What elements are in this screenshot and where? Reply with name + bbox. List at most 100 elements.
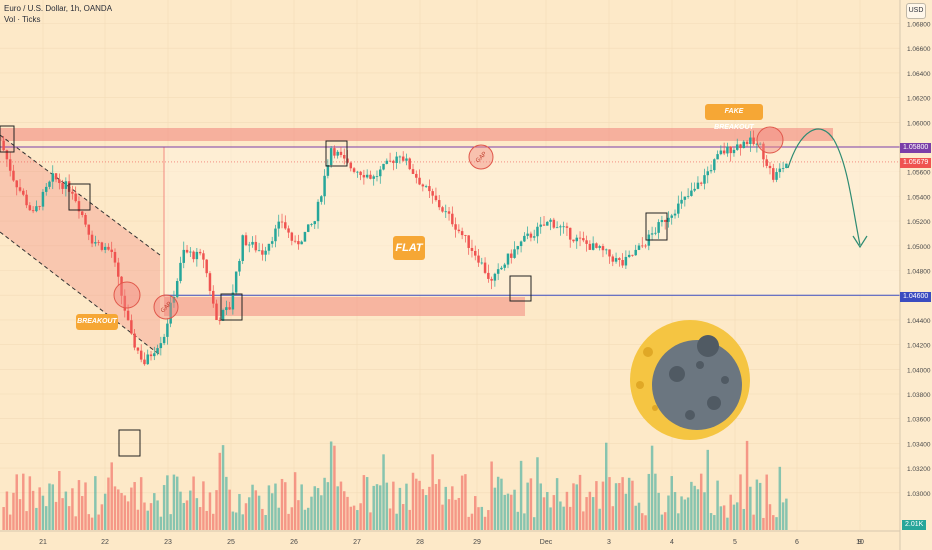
candle-body [624, 256, 628, 266]
candle-body [559, 226, 562, 228]
candle-body [755, 143, 759, 145]
candle-body [38, 206, 41, 207]
candle-body [503, 264, 506, 268]
volume-bar [382, 454, 385, 530]
gap-circle [153, 294, 179, 320]
candle-body [555, 227, 559, 229]
volume-bar [444, 486, 447, 530]
candle-body [22, 190, 25, 195]
price-tick-label: 1.04000 [907, 367, 931, 374]
candle-body [464, 235, 467, 236]
candle-body [267, 243, 271, 251]
volume-bar [454, 499, 457, 530]
moon-crater [721, 376, 729, 384]
candle-body [231, 292, 235, 310]
volume-bar [772, 515, 775, 530]
volume-bar [333, 445, 336, 530]
candle-body [644, 245, 647, 247]
candle-body [447, 211, 451, 214]
volume-bar [146, 510, 149, 530]
candle-body [536, 226, 539, 237]
volume-bar [559, 501, 562, 530]
volume-bar [212, 513, 215, 530]
volume-bar [552, 495, 556, 530]
volume-bar [500, 478, 503, 530]
candle-body [781, 168, 785, 169]
volume-bar [408, 509, 411, 530]
candle-body [382, 163, 385, 170]
volume-bar [28, 476, 32, 530]
candle-body [41, 191, 45, 207]
time-tick-label: 4 [670, 539, 674, 546]
candle-body [467, 235, 470, 248]
price-tick-label: 1.05000 [907, 244, 931, 251]
highlight-box [645, 212, 668, 241]
candle-body [362, 175, 366, 178]
volume-bar [641, 513, 644, 530]
candle-body [107, 246, 110, 250]
candle-body [169, 302, 172, 324]
volume-bar [437, 479, 441, 530]
volume-indicator-title[interactable]: Vol · Ticks [4, 15, 41, 24]
volume-bar [241, 514, 244, 530]
candle-body [172, 296, 176, 303]
candle-body [483, 262, 487, 273]
volume-bar [254, 490, 258, 530]
time-tick-label: Dec [540, 539, 553, 546]
volume-bar [385, 482, 389, 530]
volume-bar [781, 502, 785, 530]
candle-body [401, 156, 405, 161]
volume-bar [329, 441, 333, 530]
volume-bar [293, 472, 297, 530]
candle-body [303, 231, 307, 242]
candle-body [5, 150, 9, 160]
volume-bar [41, 495, 45, 530]
volume-bar [536, 457, 539, 530]
candle-body [526, 233, 529, 236]
volume-bar [195, 498, 199, 530]
candle-body [12, 170, 15, 181]
volume-bar [81, 496, 84, 530]
volume-bar [22, 473, 25, 530]
volume-bar [375, 484, 379, 530]
volume-bar [58, 470, 61, 530]
volume-bar [627, 477, 631, 530]
candle-body [457, 229, 461, 232]
time-tick-label: 28 [416, 539, 424, 546]
candle-body [739, 144, 742, 149]
volume-bar [379, 485, 382, 530]
volume-bar [18, 499, 22, 530]
volume-bar [778, 466, 782, 530]
volume-bar [97, 514, 100, 530]
candle-body [454, 224, 457, 230]
candle-body [588, 243, 592, 250]
volume-bar [752, 514, 755, 530]
candle-body [15, 180, 18, 188]
candle-body [690, 190, 693, 196]
price-tick-label: 1.04400 [907, 318, 931, 325]
symbol-title[interactable]: Euro / U.S. Dollar, 1h, OANDA [4, 4, 113, 13]
volume-bar [598, 508, 601, 530]
volume-bar [172, 474, 176, 530]
volume-bar [699, 473, 703, 530]
volume-bar [578, 474, 582, 530]
currency-button[interactable]: USD [906, 3, 926, 19]
volume-bar [25, 511, 28, 530]
volume-bar [585, 497, 588, 530]
candle-body [428, 186, 431, 192]
candle-body [113, 251, 117, 263]
volume-bar [683, 499, 687, 530]
volume-bar [15, 474, 18, 530]
volume-bar [621, 477, 624, 530]
volume-bar [631, 480, 634, 530]
volume-bar [441, 504, 444, 530]
candle-body [290, 232, 294, 241]
candle-body [549, 219, 552, 222]
candle-body [257, 250, 261, 252]
time-axis[interactable]: 21 22 23 25 26 27 28 29 Dec 3 4 5 6 910 [0, 530, 900, 546]
candle-body [251, 241, 254, 245]
price-axis[interactable]: 1.06800 1.06600 1.06400 1.06200 1.06000 1.058… [899, 0, 932, 550]
candle-body [316, 201, 320, 222]
candle-body [513, 249, 516, 258]
